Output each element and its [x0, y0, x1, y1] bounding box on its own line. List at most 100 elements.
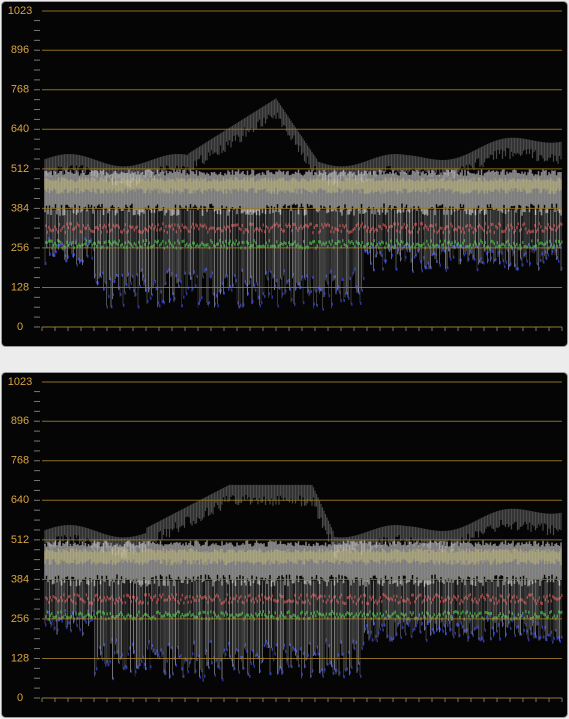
trace	[268, 229, 270, 233]
trace	[351, 666, 353, 670]
trace	[214, 302, 216, 306]
trace	[352, 242, 354, 246]
trace	[396, 239, 398, 243]
trace	[282, 670, 284, 674]
trace	[330, 230, 332, 234]
trace	[271, 594, 273, 598]
trace	[474, 612, 476, 616]
trace	[462, 625, 464, 629]
trace	[552, 228, 554, 232]
trace	[553, 244, 555, 248]
trace	[189, 595, 191, 599]
trace	[472, 230, 474, 234]
trace	[297, 615, 299, 619]
trace	[361, 240, 363, 244]
trace	[228, 601, 230, 605]
trace	[433, 245, 435, 249]
trace	[207, 230, 209, 234]
trace	[448, 248, 450, 252]
trace	[364, 224, 366, 228]
trace	[453, 611, 455, 615]
trace	[202, 678, 204, 682]
trace	[522, 263, 524, 267]
trace	[226, 225, 228, 229]
trace	[157, 653, 159, 657]
trace	[396, 594, 398, 598]
trace	[222, 240, 224, 244]
trace	[468, 594, 470, 598]
trace	[328, 294, 330, 298]
trace	[424, 595, 426, 599]
trace	[510, 627, 512, 631]
trace	[247, 292, 249, 296]
trace	[414, 255, 416, 259]
trace	[195, 223, 197, 227]
trace	[72, 254, 74, 258]
trace	[447, 595, 449, 599]
trace	[354, 226, 356, 230]
trace	[408, 244, 410, 248]
trace	[90, 601, 92, 605]
trace	[561, 240, 563, 244]
trace	[429, 614, 431, 618]
trace	[172, 596, 174, 600]
trace	[378, 599, 380, 603]
trace	[559, 242, 561, 246]
trace	[70, 241, 72, 245]
trace	[552, 595, 554, 599]
trace	[346, 611, 348, 615]
trace	[180, 280, 182, 284]
trace	[100, 599, 102, 603]
trace	[465, 224, 467, 228]
trace	[106, 230, 108, 234]
trace	[106, 595, 108, 599]
trace	[204, 674, 206, 678]
trace	[397, 222, 399, 226]
trace	[193, 241, 195, 245]
trace	[478, 611, 480, 615]
trace	[192, 286, 194, 290]
trace	[489, 229, 491, 233]
trace	[192, 241, 194, 245]
trace	[495, 257, 497, 261]
trace	[190, 225, 192, 229]
trace	[556, 597, 558, 601]
trace	[502, 622, 504, 626]
trace	[553, 614, 555, 618]
trace	[283, 241, 285, 245]
trace	[486, 231, 488, 235]
trace	[69, 594, 71, 598]
trace	[516, 242, 518, 246]
trace	[99, 610, 101, 614]
y-tick-label: 896	[11, 44, 29, 56]
trace	[360, 674, 362, 678]
trace	[306, 610, 308, 614]
trace	[133, 616, 135, 620]
trace	[555, 228, 557, 232]
trace	[120, 656, 122, 660]
trace	[166, 612, 168, 616]
trace	[472, 633, 474, 637]
trace	[115, 241, 117, 245]
trace	[166, 245, 168, 249]
trace	[462, 600, 464, 604]
trace	[61, 619, 63, 623]
trace	[210, 226, 212, 230]
trace	[529, 261, 531, 265]
trace	[343, 615, 345, 619]
trace	[307, 653, 309, 657]
trace	[297, 655, 299, 659]
trace	[406, 242, 408, 246]
trace	[447, 225, 449, 229]
trace	[54, 253, 56, 257]
trace	[147, 299, 149, 303]
trace	[58, 222, 60, 226]
trace	[258, 295, 260, 299]
trace	[451, 244, 453, 248]
trace	[174, 241, 176, 245]
trace	[100, 230, 102, 234]
trace	[327, 245, 329, 249]
trace	[318, 595, 320, 599]
trace	[226, 274, 228, 278]
trace	[148, 593, 150, 597]
